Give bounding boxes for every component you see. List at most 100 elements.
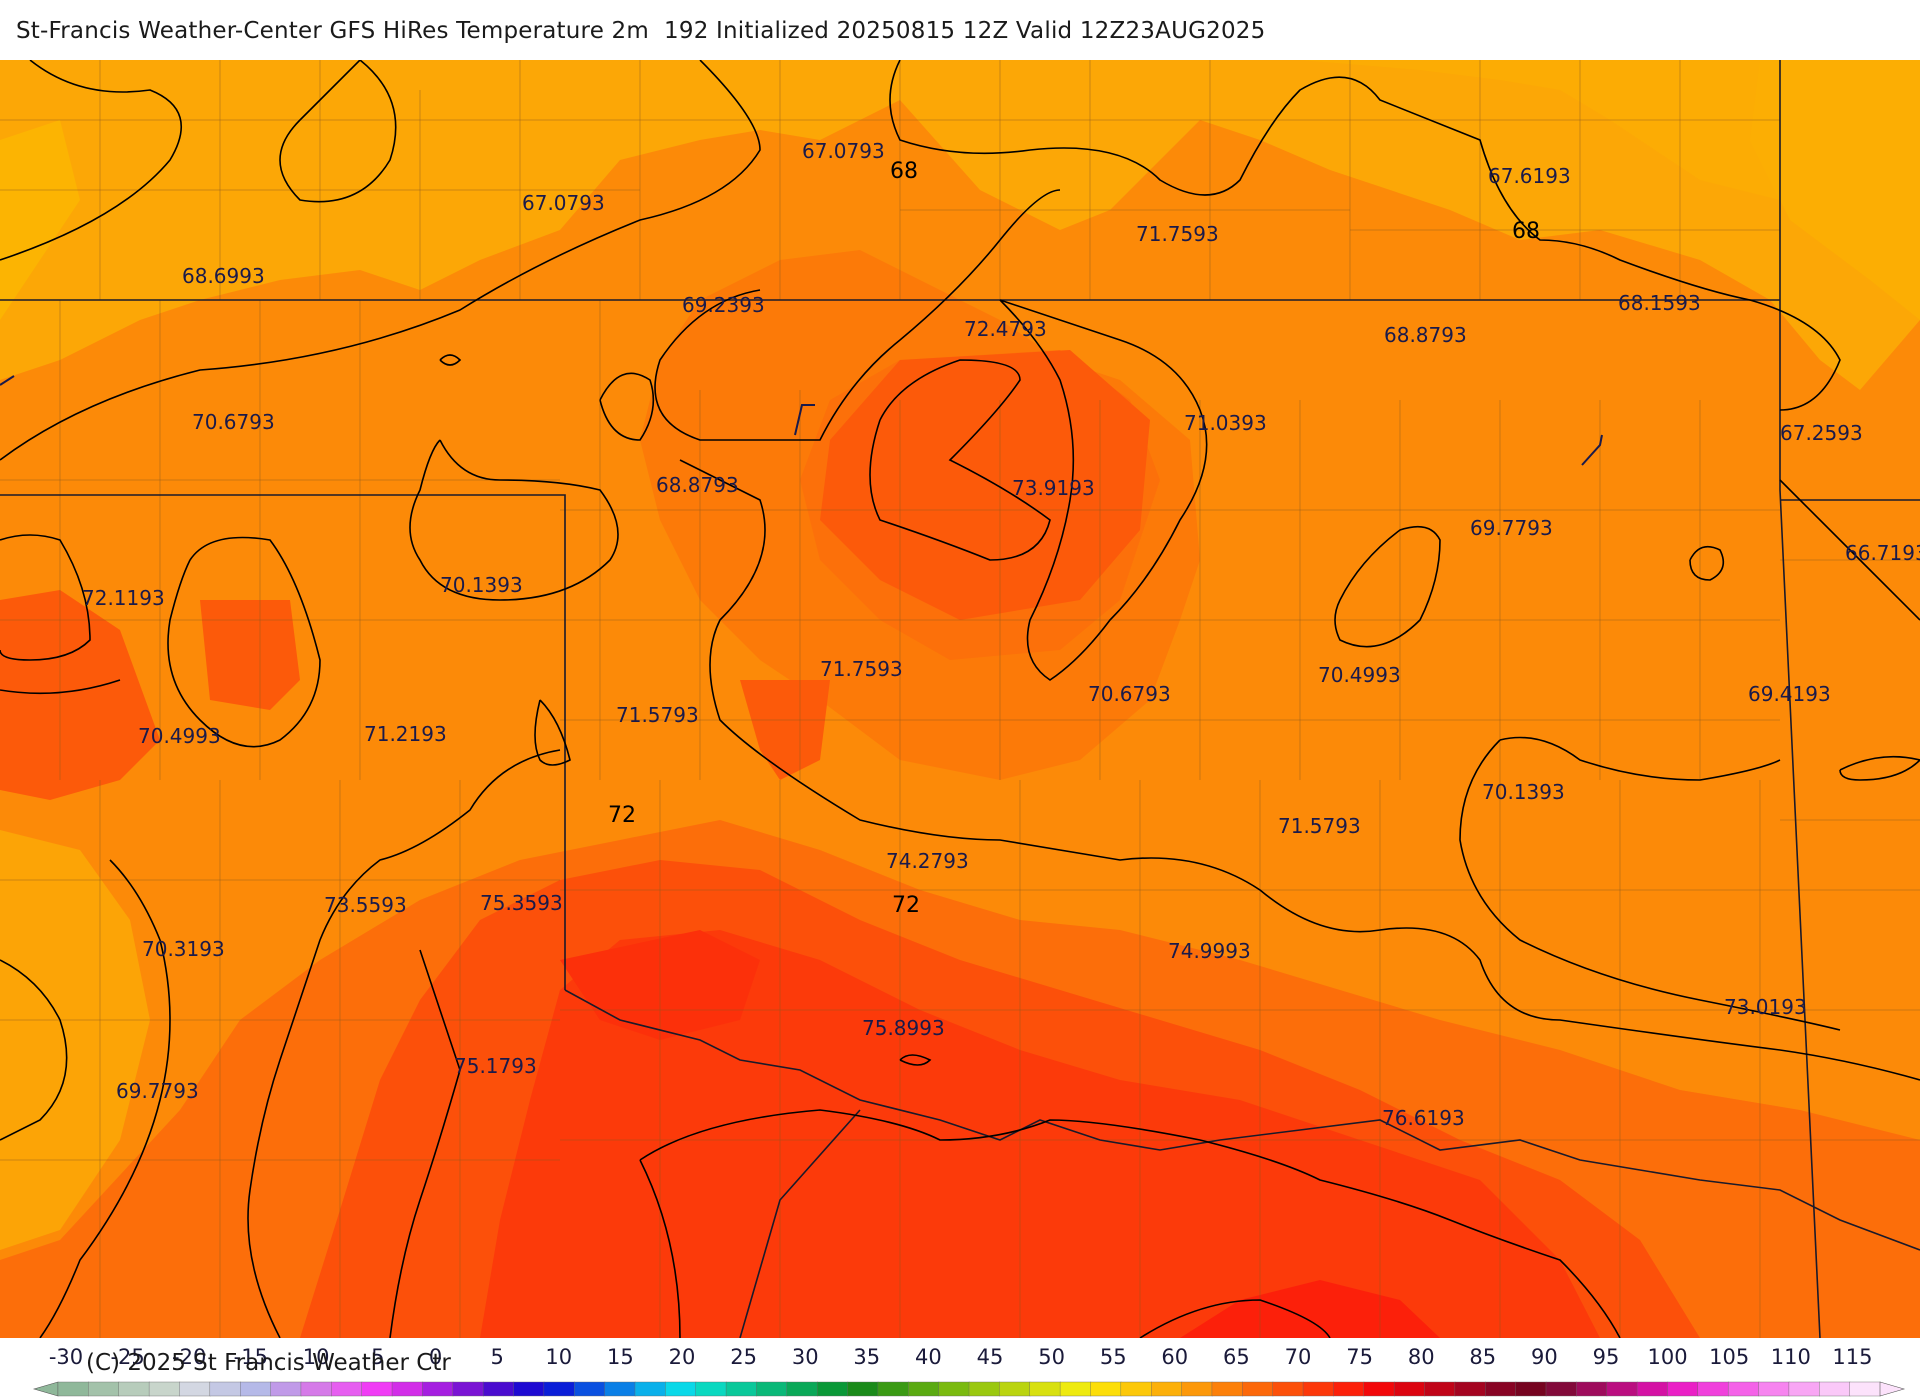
grid-value: 66.7193 [1845,541,1920,565]
legend-color-swatch [361,1381,393,1397]
legend-color-swatch [877,1381,909,1397]
legend-color-swatch [999,1381,1031,1397]
legend-tick-label: 90 [1531,1345,1558,1369]
legend-tick-label: 15 [607,1345,634,1369]
grid-value: 68.1593 [1618,291,1701,315]
grid-value: 67.6193 [1488,164,1571,188]
legend-tick-label: 10 [545,1345,572,1369]
legend-color-swatch [816,1381,849,1397]
grid-value: 70.4993 [1318,663,1401,687]
legend-max-arrow [1879,1381,1906,1397]
legend-tick-label: 50 [1038,1345,1065,1369]
grid-value: 73.9193 [1012,476,1095,500]
legend-color-swatch [968,1381,1001,1397]
grid-value: 71.0393 [1184,411,1267,435]
legend-color-swatch [1120,1381,1152,1397]
grid-value: 73.5593 [324,893,407,917]
legend-color-swatch [1424,1381,1456,1397]
temperature-map: 68 68 72 72 67.0793 67.0793 68.6993 69.2… [0,60,1920,1338]
grid-value: 70.4993 [138,724,221,748]
legend-color-swatch [270,1381,302,1397]
grid-value: 72.4793 [964,317,1047,341]
grid-value: 70.1393 [440,573,523,597]
grid-value: 70.1393 [1482,780,1565,804]
contour-label: 72 [892,893,920,918]
legend-tick-label: -30 [49,1345,83,1369]
legend-tick-label: 75 [1346,1345,1373,1369]
legend-color-swatch [1454,1381,1486,1397]
grid-value: 75.8993 [862,1016,945,1040]
legend-color-swatch [543,1381,575,1397]
grid-value: 74.9993 [1168,939,1251,963]
legend-color-swatch [118,1381,150,1397]
grid-value: 75.3593 [480,891,563,915]
grid-value: 71.5793 [616,703,699,727]
legend-color-swatch [1849,1381,1881,1397]
legend-color-swatch [938,1381,970,1397]
grid-value: 76.6193 [1382,1106,1465,1130]
legend-color-swatch [1515,1381,1547,1397]
grid-value: 71.2193 [364,722,447,746]
legend-color-swatch [634,1381,667,1397]
legend-color-swatch [574,1381,606,1397]
legend-tick-label: 95 [1593,1345,1620,1369]
legend-color-swatch [756,1381,788,1397]
legend-color-swatch [239,1381,272,1397]
grid-value: 68.8793 [656,473,739,497]
legend-color-swatch [1758,1381,1790,1397]
contour-label: 72 [608,803,636,828]
grid-value: 71.7593 [1136,222,1219,246]
legend-color-swatch [57,1381,90,1397]
legend-color-swatch [1393,1381,1426,1397]
legend-tick-label: 110 [1771,1345,1811,1369]
legend-tick-label: -15 [234,1345,268,1369]
grid-value: 68.8793 [1384,323,1467,347]
grid-value: 75.1793 [454,1054,537,1078]
grid-value: 69.2393 [682,293,765,317]
grid-value: 67.0793 [802,139,885,163]
state-boundaries [0,60,1920,1338]
grid-value: 70.6793 [192,410,275,434]
legend-tick-label: 85 [1469,1345,1496,1369]
legend-color-swatch [1029,1381,1061,1397]
legend-color-bar [32,1381,1906,1397]
legend-color-swatch [1211,1381,1244,1397]
wind-barb-icon [794,404,815,436]
legend-color-swatch [1485,1381,1517,1397]
legend-tick-label: -20 [172,1345,206,1369]
legend-color-swatch [1302,1381,1335,1397]
legend-color-swatch [665,1381,697,1397]
grid-value: 74.2793 [886,849,969,873]
grid-value: 72.1193 [82,586,165,610]
legend-color-swatch [604,1381,636,1397]
legend-tick-label: 70 [1285,1345,1312,1369]
legend-tick-label: 115 [1832,1345,1872,1369]
legend-color-swatch [209,1381,241,1397]
legend-color-swatch [1363,1381,1395,1397]
legend-color-swatch [1181,1381,1213,1397]
legend-color-swatch [482,1381,515,1397]
legend-color-swatch [391,1381,424,1397]
legend-tick-label: 20 [669,1345,696,1369]
copyright-text: (C) 2025 St Francis Weather Ctr [86,1350,451,1376]
wind-barbs [0,375,1603,466]
legend-tick-label: 100 [1648,1345,1688,1369]
legend-tick-label: 35 [853,1345,880,1369]
legend-color-swatch [300,1381,332,1397]
legend-color-swatch [847,1381,879,1397]
grid-value: 69.7793 [1470,516,1553,540]
legend-tick-label: 80 [1408,1345,1435,1369]
grid-value: 68.6993 [182,264,265,288]
legend-color-swatch [1606,1381,1638,1397]
legend-color-swatch [1150,1381,1183,1397]
legend-tick-label: 30 [792,1345,819,1369]
legend-color-swatch [1697,1381,1729,1397]
legend-color-swatch [1333,1381,1365,1397]
grid-value: 70.6793 [1088,682,1171,706]
grid-value: 67.0793 [522,191,605,215]
legend-color-swatch [1242,1381,1274,1397]
legend-tick-label: 65 [1223,1345,1250,1369]
legend-color-swatch [1545,1381,1578,1397]
legend-color-swatch [786,1381,818,1397]
legend-tick-label: 40 [915,1345,942,1369]
